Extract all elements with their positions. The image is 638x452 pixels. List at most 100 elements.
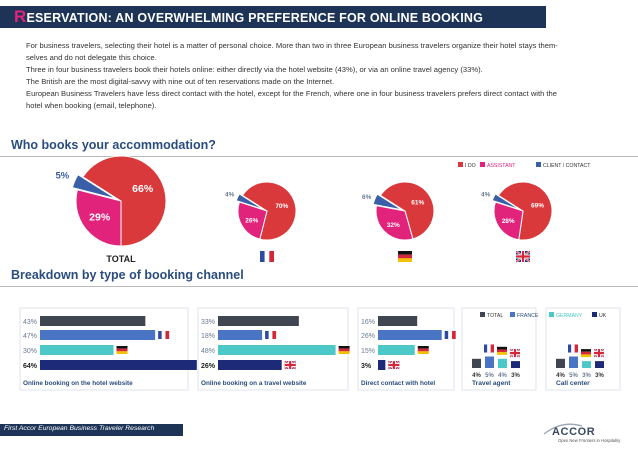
- bar-value-label: 18%: [201, 333, 215, 340]
- pie-france: 70% 26% 4%: [225, 181, 297, 241]
- flag-stripe: [568, 344, 572, 353]
- bar-total: [218, 316, 299, 326]
- bar-uk: [40, 360, 197, 370]
- flag-stripe: [116, 351, 128, 354]
- slice-i-do: [497, 181, 553, 241]
- bar-uk: [595, 361, 604, 368]
- flag-stripe: [448, 330, 453, 340]
- bar-group: 4% 5% 4% 3%Travel agent: [472, 356, 521, 387]
- flag-de-icon: [497, 346, 507, 355]
- footer-bar: First Accor European Business Traveler R…: [0, 424, 183, 436]
- section-divider: [0, 156, 638, 157]
- pie-label-i-do: 66%: [132, 183, 154, 195]
- legend-swatch: [549, 312, 554, 317]
- bar-value-label: 26%: [361, 333, 375, 340]
- title-initial: R: [14, 7, 27, 26]
- intro-text: For business travelers, selecting their …: [26, 40, 616, 113]
- bar-value-label: 15%: [361, 348, 375, 355]
- bar-group-name: Call center: [556, 380, 590, 387]
- legend-swatch: [536, 162, 541, 167]
- bar-value-label: 47%: [23, 333, 37, 340]
- flag-de-icon: [398, 251, 412, 262]
- flag-stripe: [497, 349, 507, 353]
- legend-label: GERMANY: [556, 313, 583, 319]
- flag-fr-icon: [260, 250, 274, 263]
- flag-de-icon: [116, 346, 128, 354]
- flag-stripe: [417, 351, 429, 354]
- flag-stripe: [264, 250, 270, 263]
- flag-stripe: [581, 351, 591, 355]
- pie-label-assistant: 28%: [502, 218, 515, 225]
- flag-de-icon: [581, 349, 591, 358]
- flag-stripe: [116, 348, 128, 352]
- flag-stripe: [398, 258, 412, 262]
- flag-stripe: [338, 351, 350, 354]
- legend-swatch: [510, 312, 515, 317]
- bar-germany: [498, 358, 507, 368]
- title-rest: ESERVATION: AN OVERWHELMING PREFERENCE F…: [26, 11, 484, 25]
- bar-france: [569, 356, 578, 368]
- flag-stripe: [417, 346, 429, 349]
- slice-client: [372, 193, 403, 211]
- intro-line: hotel when booking (email, telephone).: [26, 101, 157, 111]
- bar-value-label: 3%: [361, 363, 372, 370]
- bar-france: [218, 330, 263, 340]
- flag-de-icon: [338, 346, 350, 354]
- bar-value-label: 43%: [23, 319, 37, 326]
- intro-line: For business travelers, selecting their …: [26, 41, 558, 50]
- flag-uk-icon: [284, 360, 297, 370]
- flag-uk-icon: [509, 348, 521, 358]
- flag-stripe: [268, 330, 273, 340]
- slice-assistant: [493, 201, 524, 241]
- bar-group: 16% 26% 15% 3% Direct contact with hotel: [361, 316, 442, 387]
- flag-stripe: [338, 346, 350, 349]
- flag-cross: [284, 363, 296, 367]
- flag-uk-icon: [515, 250, 531, 263]
- flag-fr-icon: [444, 330, 456, 340]
- slice-i-do: [379, 181, 435, 240]
- intro-line: European Business Travelers have less di…: [26, 89, 557, 99]
- legend-swatch: [458, 162, 463, 167]
- bar-germany: [582, 361, 591, 368]
- flag-stripe: [398, 251, 412, 255]
- bar-group-name: Online booking on a travel website: [201, 380, 307, 387]
- bar-group: 33% 18% 48% 26% Online booking on a travel w…: [201, 316, 336, 387]
- slice-client: [71, 174, 117, 200]
- flag-fr-icon: [484, 344, 494, 353]
- flag-stripe: [269, 251, 274, 262]
- bar-france: [485, 356, 494, 368]
- pie-label-assistant: 29%: [89, 212, 111, 224]
- legend-label: FRANCE: [517, 313, 539, 319]
- bar-total: [472, 358, 481, 368]
- bar-value-label: 5%: [569, 373, 578, 379]
- flag-stripe: [484, 344, 488, 353]
- pie-germany: 61% 32% 6%: [362, 181, 435, 241]
- bar-value-label: 16%: [361, 319, 375, 326]
- slice-i-do: [241, 181, 297, 241]
- flag-fr-icon: [158, 330, 170, 340]
- pie-label-assistant: 32%: [387, 222, 400, 229]
- bar-uk: [218, 360, 282, 370]
- bar-legend: TOTAL FRANCE GERMANY UK: [480, 312, 607, 319]
- bar-germany: [218, 345, 336, 355]
- bar-uk: [511, 361, 520, 368]
- panel-frame: [545, 307, 621, 391]
- legend-label: UK: [599, 313, 607, 319]
- pie-uk: 69% 28% 4%: [481, 181, 553, 241]
- flag-stripe: [497, 352, 507, 355]
- slice-i-do: [82, 155, 167, 247]
- bar-value-label: 4%: [498, 373, 507, 379]
- slice-assistant: [75, 189, 122, 247]
- bar-value-label: 48%: [201, 348, 215, 355]
- flag-stripe: [581, 354, 591, 358]
- flag-fr-icon: [568, 344, 578, 353]
- bar-value-label: 3%: [582, 373, 591, 379]
- bar-value-label: 5%: [485, 373, 494, 379]
- legend-swatch: [592, 312, 597, 317]
- legend-swatch: [480, 162, 485, 167]
- pie-name-total: TOTAL: [106, 254, 136, 264]
- legend-swatch: [480, 312, 485, 317]
- pie-label-i-do: 61%: [411, 199, 424, 206]
- intro-line: The British are the most digital-savvy w…: [26, 77, 335, 87]
- bar-germany: [40, 345, 114, 355]
